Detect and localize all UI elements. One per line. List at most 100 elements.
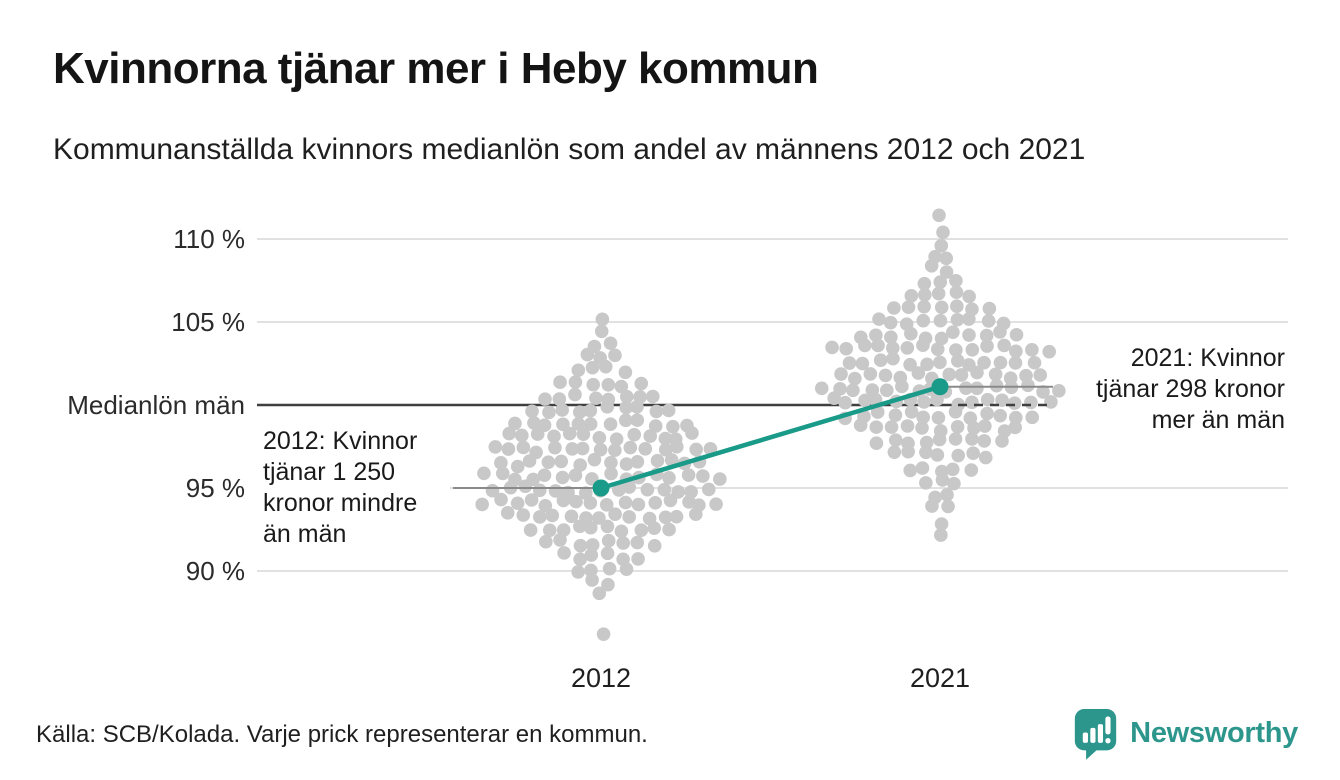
- municipality-dot: [510, 496, 525, 511]
- municipality-dot: [947, 476, 961, 491]
- municipality-dot: [1025, 410, 1040, 425]
- municipality-dot: [502, 426, 516, 441]
- municipality-dot: [658, 431, 673, 446]
- municipality-dot: [888, 408, 903, 422]
- municipality-dot: [883, 315, 898, 330]
- municipality-dot: [934, 517, 949, 531]
- municipality-dot: [580, 347, 595, 362]
- municipality-dot: [608, 348, 622, 363]
- municipality-dot: [1008, 420, 1022, 435]
- municipality-dot: [689, 442, 703, 457]
- municipality-dot: [545, 508, 560, 523]
- municipality-dot: [576, 427, 591, 441]
- municipality-dot: [619, 400, 633, 415]
- municipality-dot: [622, 480, 637, 494]
- municipality-dot: [648, 495, 663, 510]
- municipality-dot: [1024, 395, 1038, 410]
- municipality-dot: [516, 440, 531, 455]
- municipality-dot: [573, 519, 587, 534]
- municipality-dot: [640, 482, 655, 497]
- municipality-dot: [569, 494, 583, 509]
- newsworthy-bubble-chart-icon: [1074, 709, 1117, 760]
- annotation-2021: 2021: Kvinnor tjänar 298 kronor mer än m…: [1095, 344, 1285, 434]
- municipality-dot: [904, 405, 919, 419]
- municipality-dot: [884, 420, 899, 434]
- municipality-dot: [595, 312, 610, 327]
- municipality-dot: [997, 338, 1011, 353]
- municipality-dot: [979, 328, 994, 343]
- x-label-2021: 2021: [909, 663, 971, 693]
- municipality-dot: [942, 367, 957, 382]
- municipality-dot: [920, 357, 934, 372]
- municipality-dot: [995, 393, 1009, 408]
- y-label-95: 95 %: [185, 473, 245, 503]
- municipality-dot: [869, 328, 883, 343]
- municipality-dot: [872, 312, 886, 326]
- municipality-dot: [982, 301, 997, 316]
- municipality-dot: [643, 429, 658, 443]
- municipality-dot: [589, 391, 603, 406]
- municipality-dot: [572, 405, 587, 420]
- municipality-dot: [601, 377, 616, 392]
- municipality-dot: [583, 496, 598, 510]
- municipality-dot: [575, 441, 590, 456]
- municipality-dot: [1033, 368, 1048, 382]
- municipality-dot: [917, 395, 931, 409]
- municipality-dot: [647, 539, 662, 553]
- municipality-dot: [600, 400, 615, 414]
- annotation-2012: 2012: Kvinnor tjänar 1 250 kronor mindre…: [263, 427, 418, 548]
- municipality-dot: [977, 355, 991, 370]
- municipality-dot: [495, 466, 510, 481]
- municipality-dot: [858, 393, 872, 408]
- municipality-dot: [970, 381, 984, 396]
- municipality-dot: [995, 434, 1009, 448]
- municipality-dot: [571, 363, 586, 378]
- municipality-dot: [911, 366, 926, 380]
- municipality-dot: [980, 406, 994, 421]
- municipality-dot: [950, 312, 965, 327]
- municipality-dot: [612, 483, 626, 497]
- chart-subtitle: Kommunanställda kvinnors medianlön som a…: [53, 133, 1086, 166]
- municipality-dot: [568, 387, 582, 402]
- municipality-dot: [658, 442, 673, 457]
- municipality-dot: [934, 238, 949, 253]
- municipality-dot: [696, 469, 710, 483]
- municipality-dot: [931, 286, 946, 301]
- municipality-dot: [980, 392, 995, 407]
- municipality-dot: [600, 546, 615, 561]
- municipality-dot: [524, 493, 539, 507]
- municipality-dot: [516, 508, 531, 522]
- municipality-dot: [548, 440, 562, 455]
- municipality-dot: [669, 509, 684, 524]
- municipality-dot: [932, 208, 946, 223]
- municipality-dot: [962, 312, 976, 326]
- municipality-dot: [838, 395, 852, 410]
- municipality-dot: [658, 510, 673, 525]
- municipality-dot: [601, 533, 616, 548]
- municipality-dot: [648, 419, 663, 433]
- municipality-dot: [508, 416, 522, 431]
- municipality-dot: [863, 367, 878, 381]
- municipality-dot: [645, 389, 660, 404]
- municipality-dot: [662, 470, 676, 485]
- municipality-dot: [1007, 396, 1022, 410]
- municipality-dot: [592, 511, 606, 525]
- municipality-dot: [547, 429, 561, 444]
- municipality-dot: [936, 225, 950, 240]
- municipality-dot: [562, 426, 577, 441]
- municipality-dot: [596, 627, 611, 641]
- source-note: Källa: SCB/Kolada. Varje prick represent…: [36, 721, 648, 748]
- municipality-dot: [599, 497, 614, 512]
- municipality-dot: [825, 340, 839, 355]
- municipality-dot: [557, 546, 571, 560]
- municipality-dot: [930, 392, 944, 407]
- municipality-dot: [954, 368, 969, 382]
- municipality-dot: [568, 468, 583, 483]
- municipality-dot: [967, 421, 981, 435]
- municipality-dot: [900, 419, 915, 433]
- municipality-dot: [522, 454, 537, 468]
- municipality-dot: [950, 419, 965, 434]
- municipality-dot: [620, 389, 634, 404]
- municipality-dot: [585, 538, 600, 552]
